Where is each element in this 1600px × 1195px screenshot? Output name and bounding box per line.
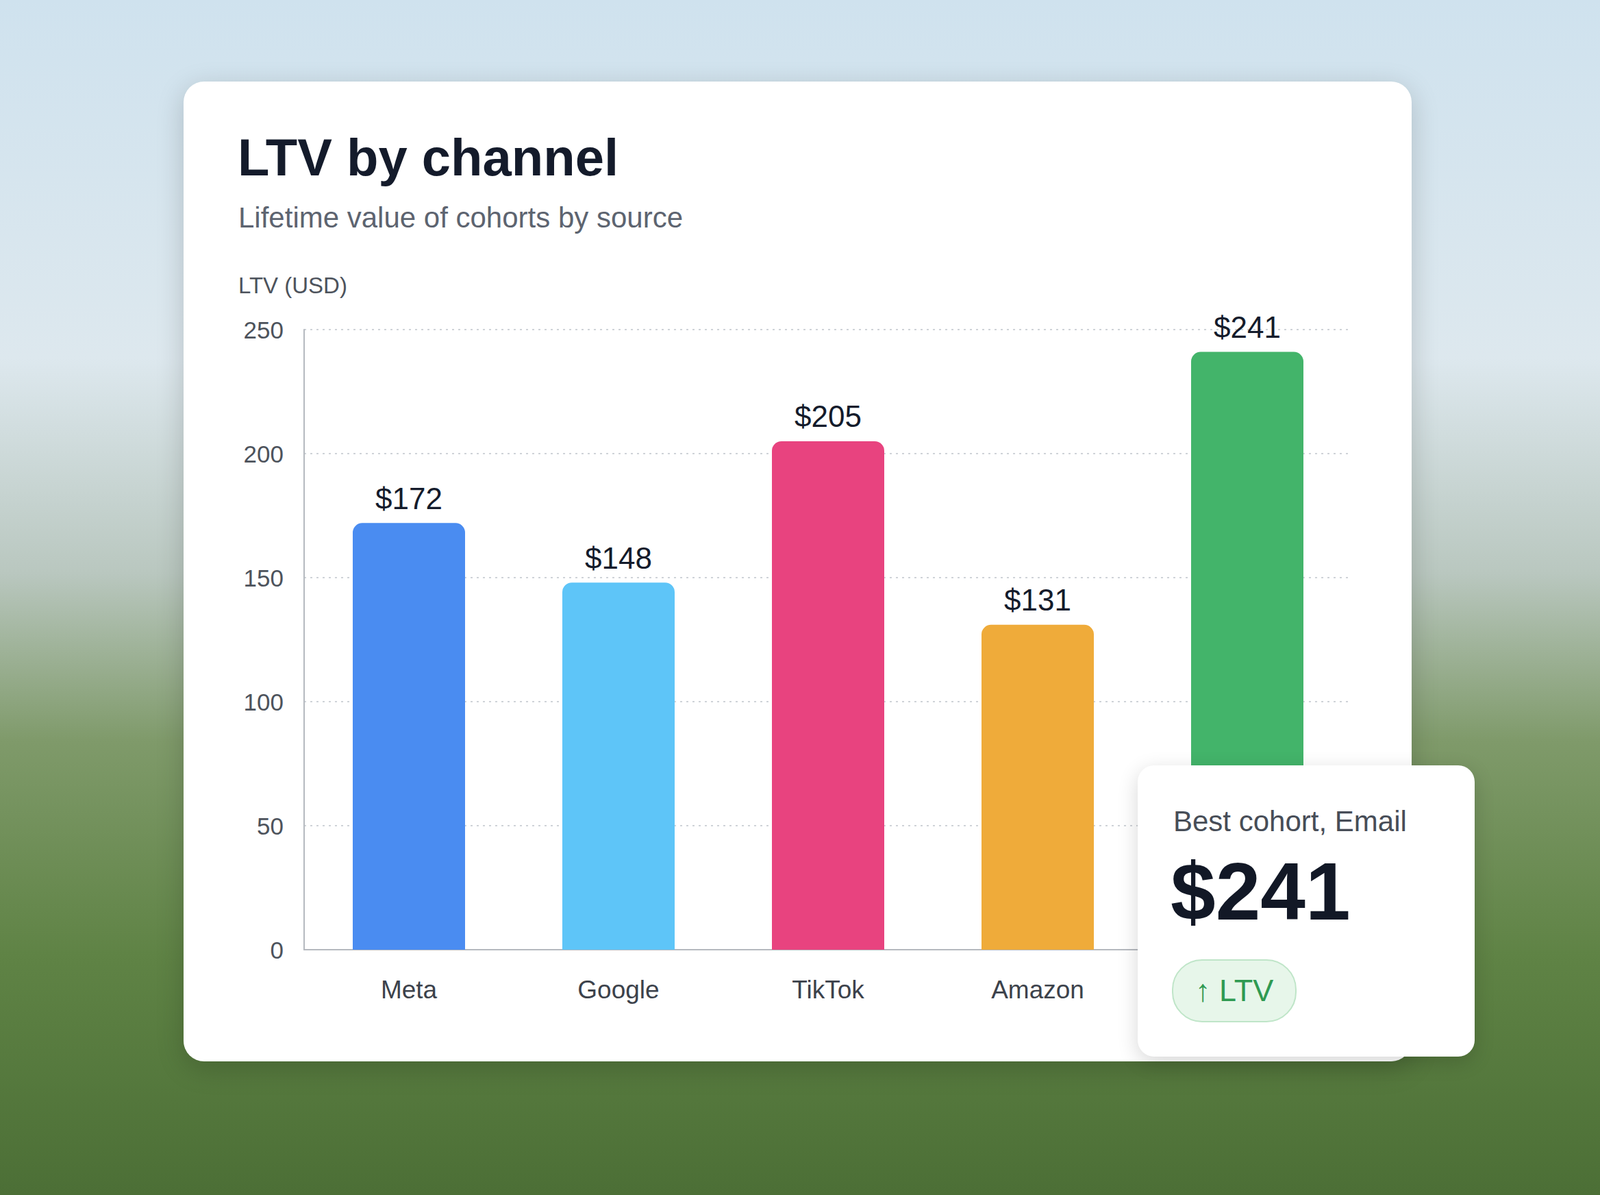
html-text:LTV (USD): LTV (USD): [238, 272, 348, 298]
svg-text:$148: $148: [584, 541, 653, 575]
svg-text:Amazon: Amazon: [991, 975, 1085, 1004]
svg-text:$205: $205: [794, 399, 862, 433]
svg-text:100: 100: [243, 688, 284, 716]
html-text:↑ LTV: ↑ LTV: [1195, 972, 1274, 1008]
svg-text:Meta: Meta: [380, 975, 438, 1004]
html-text:Lifetime value of cohorts by s: Lifetime value of cohorts by source: [238, 201, 683, 234]
svg-text:$241: $241: [1213, 310, 1281, 344]
svg-text:TikTok: TikTok: [791, 975, 865, 1004]
svg-text:150: 150: [243, 564, 284, 592]
html-text:$241: $241: [1170, 845, 1351, 937]
svg-text:$172: $172: [375, 481, 443, 516]
html-text:Best cohort, Email: Best cohort, Email: [1173, 804, 1407, 837]
svg-text:250: 250: [243, 316, 284, 344]
html-text:LTV by channel: LTV by channel: [237, 128, 619, 187]
svg-text:200: 200: [243, 440, 284, 468]
svg-text:Google: Google: [577, 975, 659, 1004]
svg-text:0: 0: [270, 936, 284, 964]
svg-text:50: 50: [256, 812, 284, 840]
svg-text:$131: $131: [1004, 582, 1072, 617]
